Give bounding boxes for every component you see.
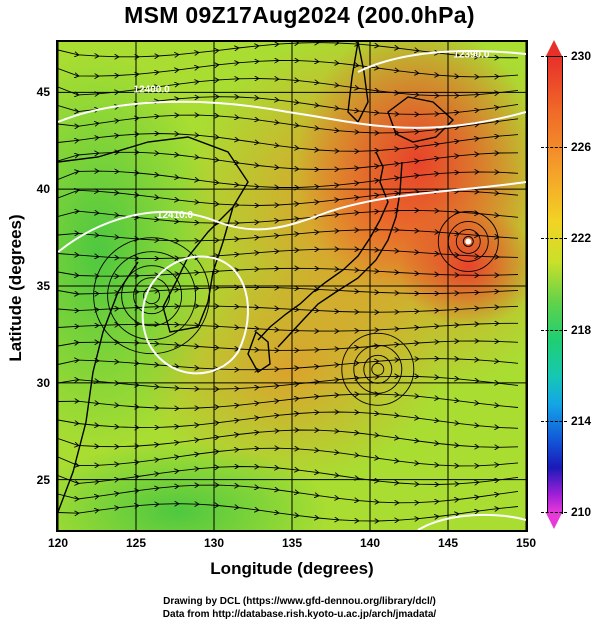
x-tick-label: 145 bbox=[437, 536, 459, 550]
coast-hokkaido bbox=[387, 96, 455, 143]
contour-12400 bbox=[58, 100, 526, 129]
y-axis-label: Latitude (degrees) bbox=[6, 214, 25, 362]
chart-title: MSM 09Z17Aug2024 (200.0hPa) bbox=[124, 2, 475, 28]
y-tick-label: 40 bbox=[36, 182, 50, 197]
vortex-streamline bbox=[455, 229, 481, 254]
x-axis-label: Longitude (degrees) bbox=[210, 559, 374, 578]
streamline bbox=[58, 341, 519, 350]
coast-kyushu bbox=[247, 330, 271, 374]
colorbar-label: 226 bbox=[571, 140, 592, 155]
streamline bbox=[58, 394, 519, 408]
streamline bbox=[58, 359, 519, 370]
coast-korea bbox=[162, 204, 235, 333]
contour-labels: 12390.0 12400.0 12410.0 bbox=[134, 49, 490, 221]
vortex-streamline bbox=[143, 287, 161, 305]
colorbar-label: 218 bbox=[571, 322, 592, 337]
contour-12410 bbox=[58, 181, 526, 253]
contour-south bbox=[417, 513, 526, 530]
colorbar-top-arrow bbox=[546, 40, 562, 56]
x-tick-label: 130 bbox=[203, 536, 225, 550]
contour-label: 12390.0 bbox=[453, 49, 490, 60]
vortex-streamline bbox=[462, 236, 474, 247]
height-contours bbox=[58, 50, 526, 530]
streamline bbox=[58, 152, 519, 169]
credit-data: Data from http://database.rish.kyoto-u.a… bbox=[162, 609, 437, 620]
streamlines bbox=[58, 43, 519, 521]
vortex-streamline bbox=[121, 265, 183, 327]
streamline bbox=[58, 171, 519, 187]
map-canvas: 12390.0 12400.0 12410.0 bbox=[58, 42, 526, 530]
coast-japan-honshu bbox=[257, 151, 389, 341]
colorbar-label: 222 bbox=[571, 231, 592, 246]
colorbar-label: 210 bbox=[571, 505, 592, 519]
x-tick-label: 140 bbox=[359, 536, 381, 550]
colorbar-tick bbox=[541, 329, 567, 332]
x-tick-label: 150 bbox=[515, 536, 537, 550]
contour-12390 bbox=[357, 50, 526, 73]
grid-lines bbox=[58, 42, 526, 530]
streamline bbox=[58, 306, 519, 312]
vortex-streamline bbox=[353, 344, 403, 394]
streamline bbox=[58, 287, 519, 294]
vortex-streamline bbox=[341, 332, 415, 406]
x-tick-label: 120 bbox=[47, 536, 69, 550]
colorbar-tick bbox=[541, 512, 567, 514]
map-panel: 12390.0 12400.0 12410.0 bbox=[56, 40, 528, 532]
x-tick-label: 135 bbox=[281, 536, 303, 550]
contour-west-loop bbox=[141, 255, 249, 375]
streamline bbox=[58, 230, 519, 241]
colorbar-bottom-arrow bbox=[546, 513, 562, 529]
y-tick-label: 25 bbox=[36, 472, 50, 487]
colorbar-tick bbox=[541, 238, 567, 240]
colorbar bbox=[547, 56, 563, 514]
colorbar-tick bbox=[541, 56, 567, 58]
streamline bbox=[58, 376, 519, 389]
contour-label: 12410.0 bbox=[157, 210, 194, 221]
colorbar-label: 214 bbox=[571, 413, 592, 428]
colorbar-tick bbox=[541, 420, 567, 423]
coast-china bbox=[58, 136, 249, 513]
streamline bbox=[58, 115, 519, 133]
y-tick-label: 35 bbox=[36, 279, 50, 293]
y-tick-label: 30 bbox=[36, 375, 50, 390]
colorbar-tick bbox=[541, 147, 567, 149]
coast-japan-pacific bbox=[277, 161, 403, 348]
streamline bbox=[58, 61, 519, 77]
streamline bbox=[58, 268, 519, 276]
credit-drawing: Drawing by DCL (https://www.gfd-dennou.o… bbox=[163, 596, 436, 607]
y-tick-label: 45 bbox=[36, 85, 50, 100]
streamline bbox=[58, 504, 519, 521]
streamline bbox=[58, 134, 519, 152]
coast-sakhalin bbox=[347, 42, 369, 124]
streamline bbox=[58, 323, 519, 331]
vortex-streamline bbox=[371, 362, 385, 376]
vortex-streamline bbox=[437, 211, 499, 272]
colorbar-label: 230 bbox=[571, 49, 592, 63]
coastlines bbox=[58, 42, 455, 513]
vortex-streamline bbox=[107, 251, 197, 341]
x-tick-label: 125 bbox=[125, 536, 147, 550]
cyclone-center-marker bbox=[465, 238, 472, 245]
contour-label: 12400.0 bbox=[134, 84, 171, 95]
streamline bbox=[58, 210, 519, 223]
streamline bbox=[58, 43, 519, 58]
